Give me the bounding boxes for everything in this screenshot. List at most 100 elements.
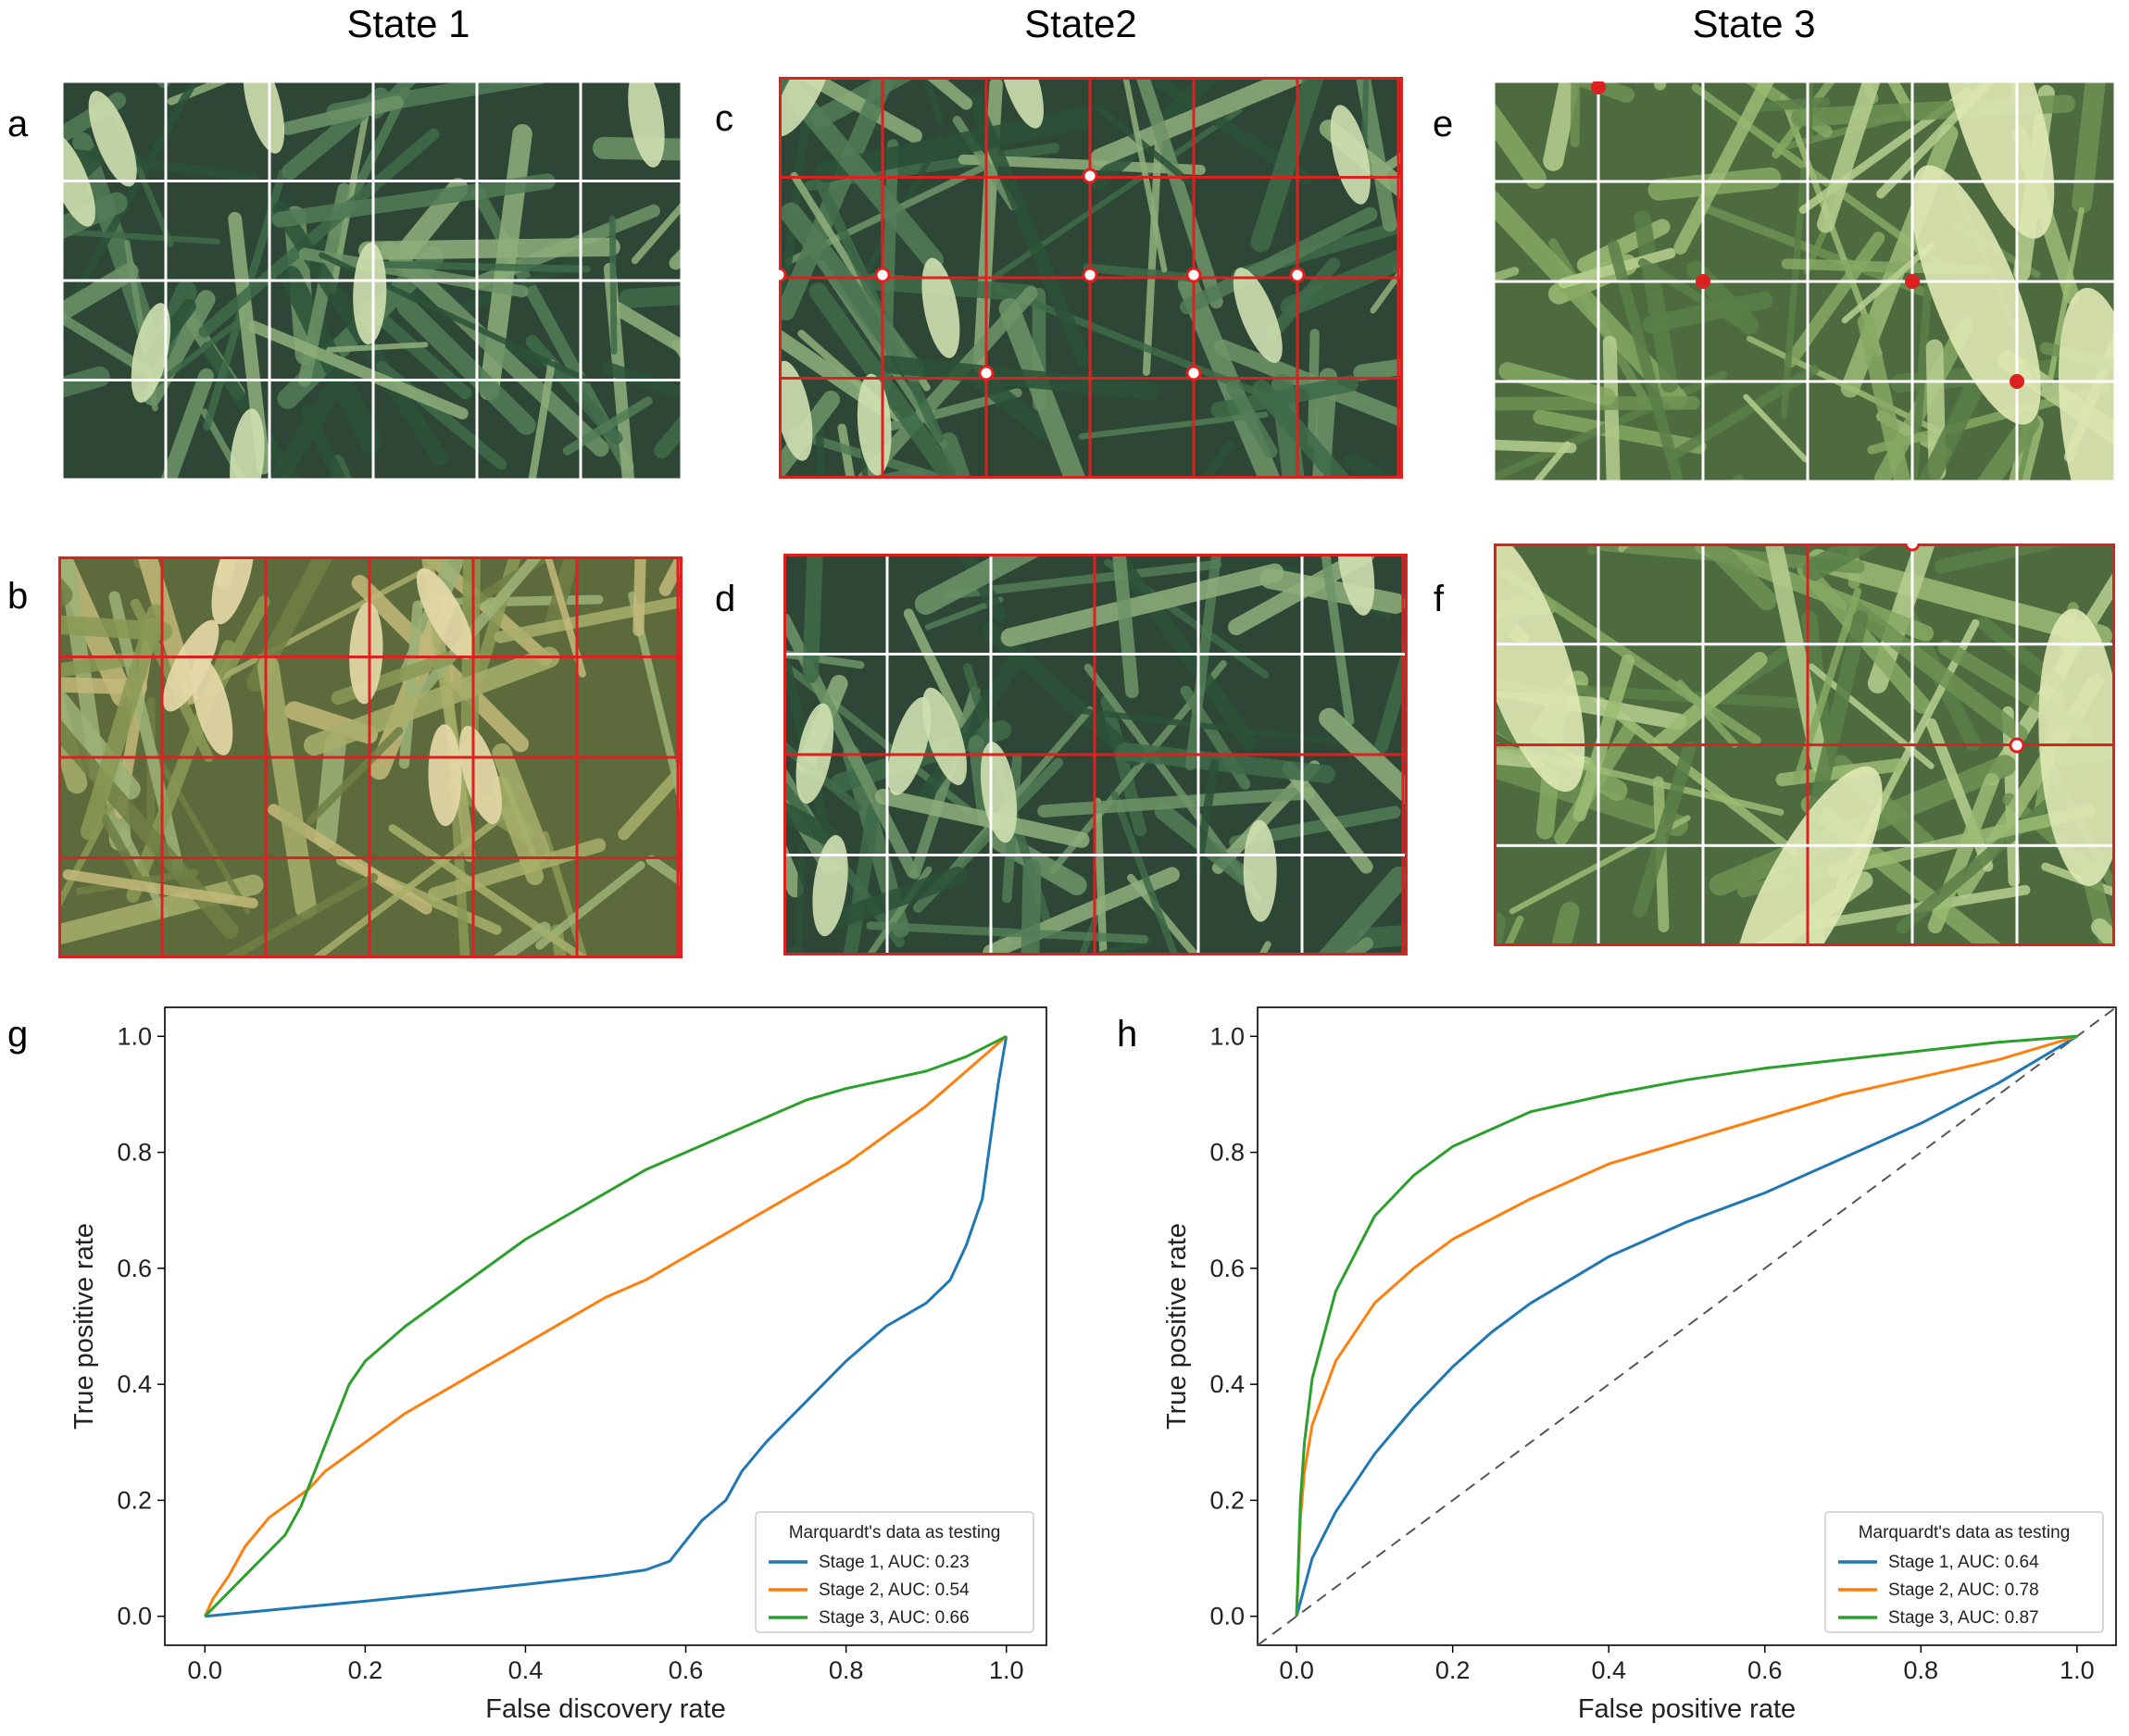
leaf-shape: [525, 334, 623, 445]
y-tick-label: 0.6: [1209, 1255, 1245, 1282]
grid-node-marker: [978, 365, 995, 381]
leaf-shape: [62, 229, 220, 245]
leaf-shape: [58, 677, 147, 695]
y-axis-label: True positive rate: [1162, 1223, 1192, 1430]
leaf-shape: [1139, 77, 1312, 185]
leaf-shape: [360, 260, 591, 273]
x-tick-label: 1.0: [989, 1656, 1024, 1684]
panel-letter-h: h: [1117, 1014, 1138, 1055]
leaf-shape: [810, 77, 918, 128]
leaf-shape: [909, 686, 981, 880]
leaf-shape: [1653, 651, 1768, 751]
leaf-shape: [983, 107, 1243, 286]
x-tick-label: 1.0: [2060, 1656, 2095, 1684]
leaf-shape: [357, 237, 620, 260]
leaf-shape: [369, 81, 418, 119]
leaf-shape: [1666, 364, 1820, 462]
wheat-spike: [88, 91, 137, 187]
leaf-shape: [631, 201, 682, 265]
state-1-title: State 1: [346, 2, 470, 45]
leaf-shape: [780, 202, 925, 382]
leaf-shape: [62, 262, 139, 320]
wheat-spike: [243, 81, 285, 154]
leaf-shape: [795, 77, 922, 144]
panel-letter-a: a: [7, 104, 29, 144]
y-tick-label: 0.8: [1209, 1139, 1245, 1167]
leaf-shape: [1743, 393, 1809, 463]
leaf-shape: [1494, 101, 1547, 190]
leaf-shape: [783, 801, 837, 845]
grid-node-marker: [1905, 274, 1920, 289]
leaf-shape: [1090, 77, 1309, 168]
roc-chart-h: 0.0 0.2 0.4 0.6 0.8 1.0 0.0 0.2 0.4 0.6 0.8 1.0 Fals…: [1162, 1006, 2117, 1724]
leaf-shape: [874, 788, 1090, 848]
leaf-shape: [1807, 549, 2112, 648]
wheat-spike: [1233, 268, 1283, 363]
panel-letter-c: c: [715, 98, 733, 139]
leaf-shape: [1280, 246, 1403, 318]
leaf-shape: [427, 838, 607, 902]
leaf-shape: [1083, 263, 1197, 282]
leaf-shape: [1265, 257, 1341, 342]
wheat-spike: [998, 77, 1044, 129]
legend-entry-stage-1: Stage 1, AUC: 0.64: [1888, 1553, 2039, 1572]
leaf-shape: [1353, 358, 1403, 381]
x-tick-label: 0.8: [829, 1656, 864, 1684]
leaf-shape: [62, 92, 127, 144]
leaf-shape: [1213, 339, 1403, 429]
leaf-shape: [645, 855, 683, 889]
leaf-shape: [494, 596, 683, 643]
leaf-shape: [100, 815, 146, 890]
x-tick-label: 0.0: [187, 1656, 222, 1684]
grid-node-marker: [1185, 267, 1202, 283]
state-2-title: State2: [1024, 2, 1137, 45]
leaf-shape: [315, 733, 346, 849]
leaf-shape: [1533, 441, 1572, 481]
leaf-shape: [903, 608, 967, 728]
roc-chart-g: 0.0 0.2 0.4 0.6 0.8 1.0 0.0 0.2 0.4 0.6 0.8 1.0 Fals…: [69, 1006, 1047, 1724]
leaf-shape: [1633, 742, 1697, 918]
leaf-shape: [1572, 654, 1635, 822]
photo-panel-f: [1494, 543, 2115, 946]
leaf-shape: [160, 368, 215, 480]
grid-node-marker: [2010, 374, 2024, 389]
photo-b-image: [58, 556, 683, 958]
leaf-shape: [1494, 439, 1577, 454]
roc-line-stage-2: [1295, 1034, 2078, 1617]
wheat-spike: [1940, 81, 2055, 239]
leaf-shape: [779, 328, 893, 418]
leaf-shape: [1252, 380, 1352, 479]
wheat-spike: [887, 697, 932, 795]
photo-panel-b: [58, 556, 683, 958]
leaf-shape: [658, 556, 683, 596]
leaf-shape: [1817, 81, 1881, 233]
x-axis-label: False positive rate: [1578, 1694, 1796, 1724]
photo-a-image: [62, 81, 682, 480]
wheat-spike: [416, 568, 474, 659]
leaf-shape: [1321, 554, 1355, 726]
grid-node-marker: [779, 267, 787, 283]
leaf-shape: [247, 320, 469, 419]
grid-node-marker: [1904, 543, 1921, 552]
leaf-shape: [917, 649, 1026, 806]
leaf-shape: [1000, 563, 1284, 647]
x-tick-label: 0.2: [1435, 1656, 1471, 1684]
leaf-shape: [802, 554, 823, 684]
y-tick-label: 0.6: [117, 1255, 152, 1282]
leaf-shape: [1122, 77, 1168, 273]
leaf-shape: [1775, 758, 1906, 787]
grid-node-marker: [1289, 267, 1306, 283]
wheat-spike: [628, 81, 665, 168]
grid-node-marker: [874, 267, 891, 283]
wheat-spike: [353, 243, 387, 344]
leaf-shape: [1078, 411, 1269, 440]
legend-entry-stage-1: Stage 1, AUC: 0.23: [819, 1553, 970, 1572]
leaf-shape: [1199, 440, 1234, 479]
y-tick-label: 0.4: [1209, 1370, 1245, 1398]
leaf-shape: [1697, 543, 1777, 611]
leaf-shape: [2072, 81, 2106, 214]
wheat-spike: [812, 834, 848, 937]
grid-border: [58, 556, 683, 958]
leaf-shape: [58, 615, 173, 641]
leaf-shape: [865, 866, 933, 955]
